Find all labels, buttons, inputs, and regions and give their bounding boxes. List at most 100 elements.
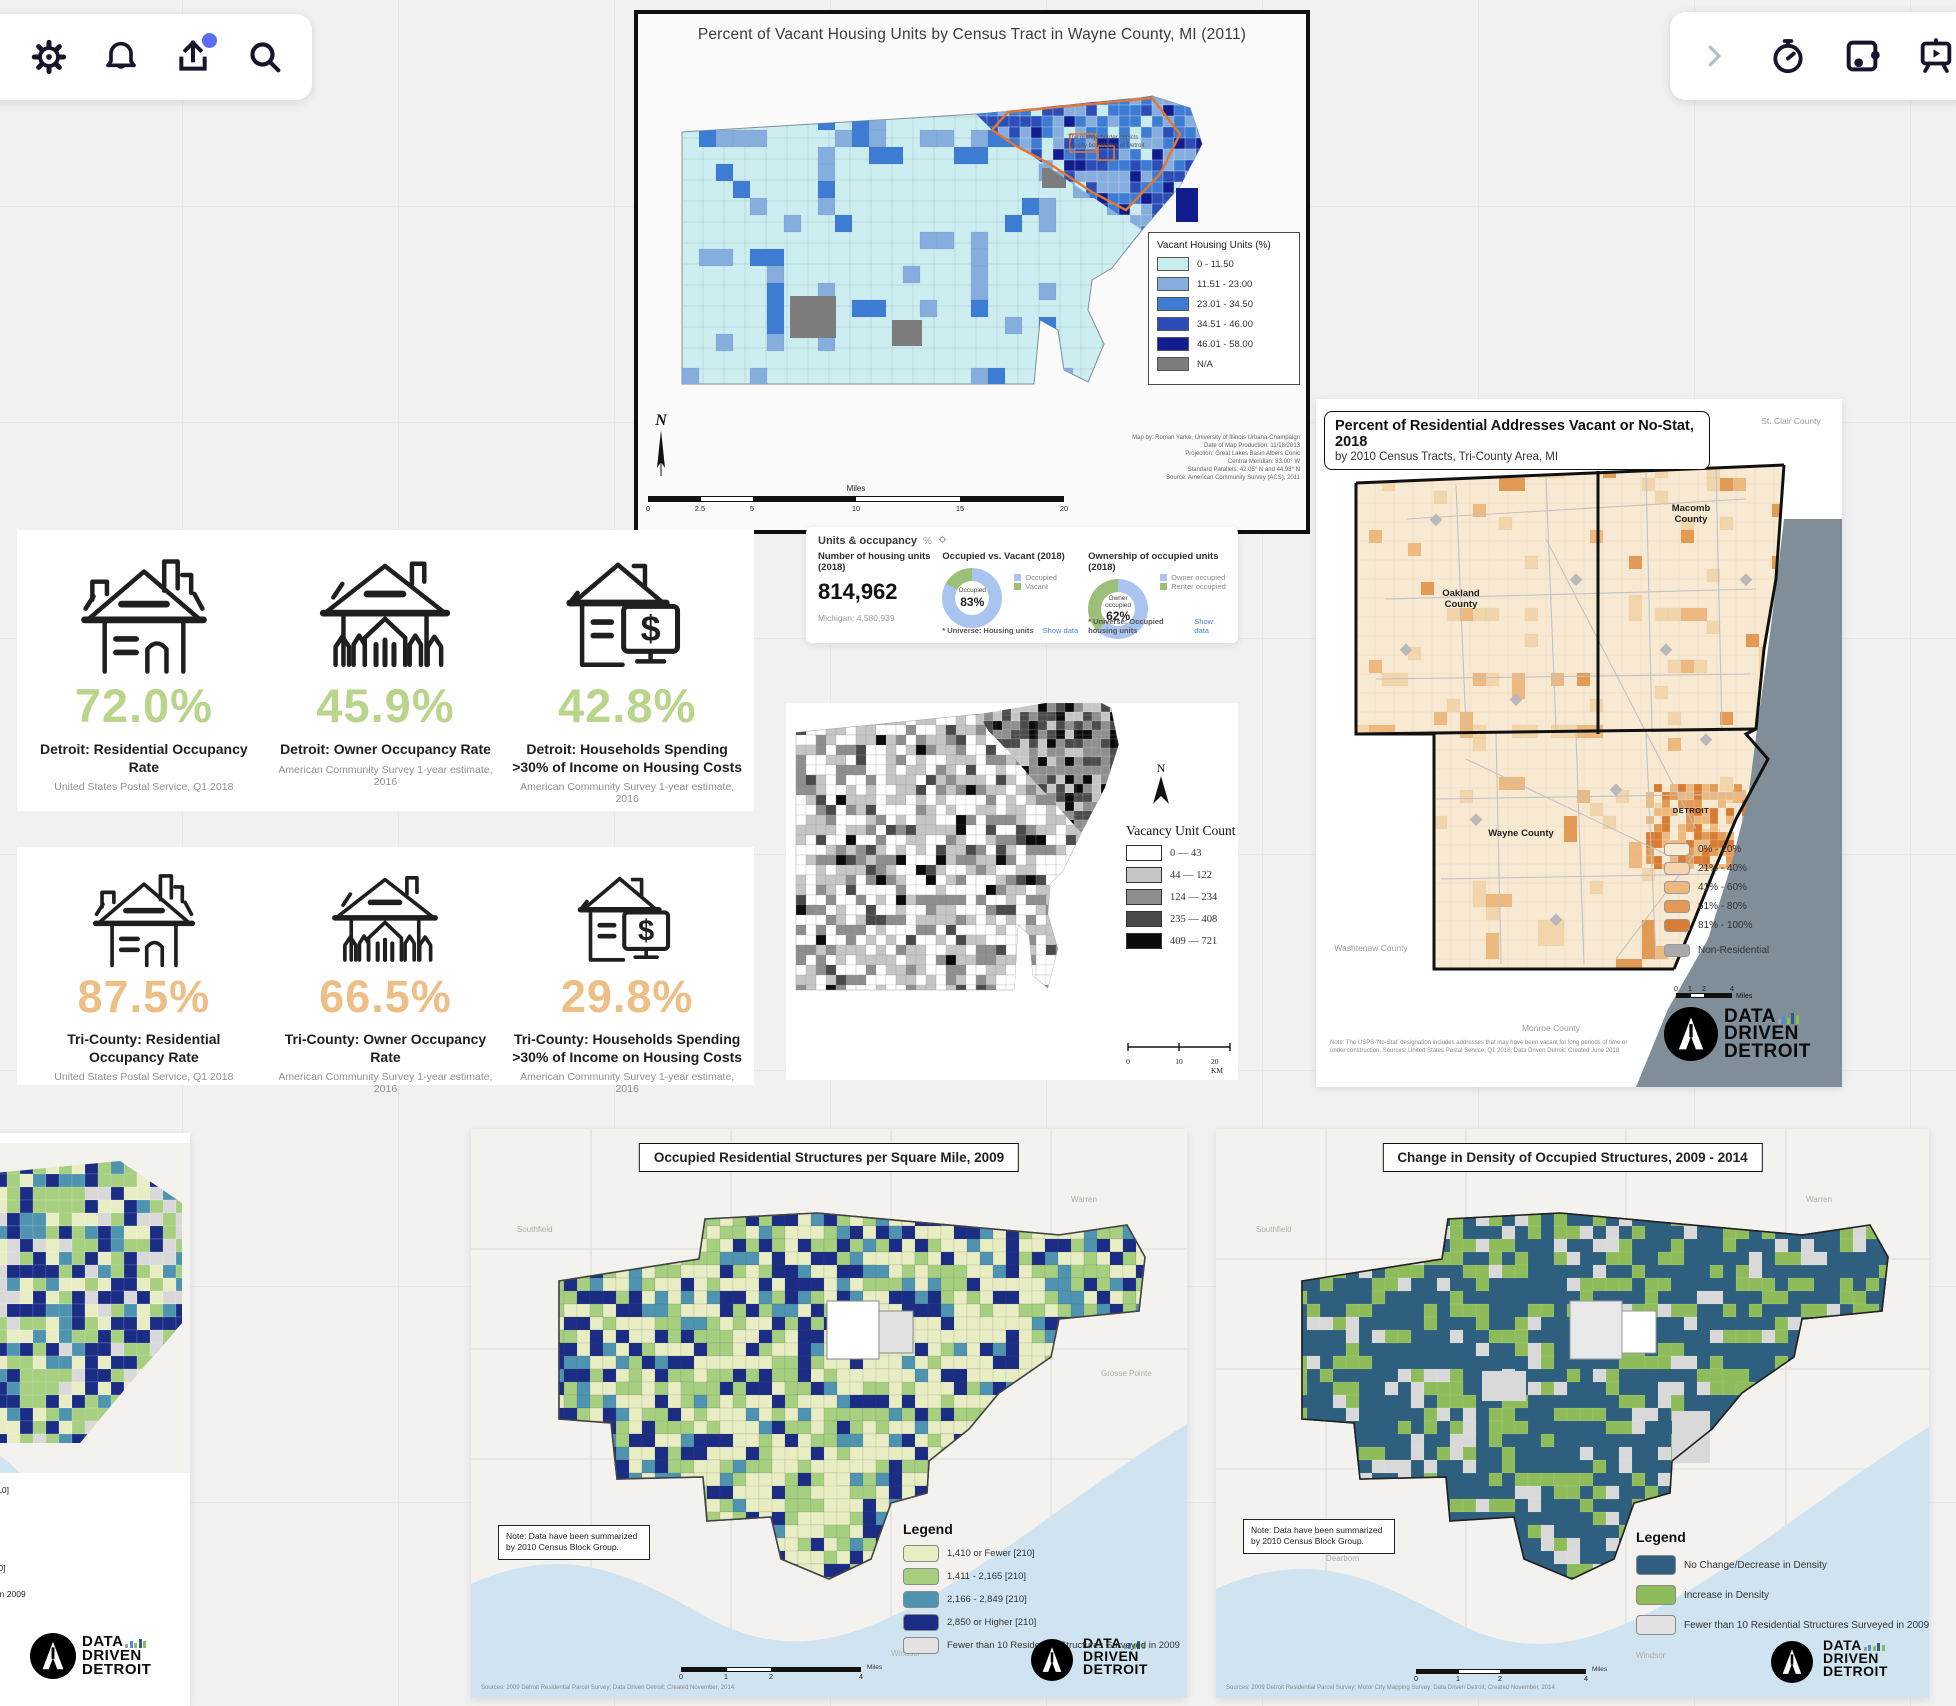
section-heading: Occupied vs. Vacant (2018)	[942, 551, 1065, 562]
legend-label: 44 — 122	[1170, 869, 1212, 881]
stat-card: 29.8% Tri-County: Households Spending >3…	[508, 865, 747, 1095]
ownership-section: Ownership of occupied units (2018) Owner…	[1088, 551, 1226, 639]
stat-value: 45.9%	[316, 679, 455, 732]
occupancy-donut-chart[interactable]: Occupied 83%	[942, 568, 1003, 628]
frames-icon[interactable]	[1840, 34, 1884, 78]
scale-bar: 0 1 2 4 Miles	[1673, 984, 1753, 1000]
legend-label: 41% - 60%	[1698, 882, 1747, 893]
legend-label: 46.01 - 58.00	[1197, 338, 1253, 350]
county-label-stclair: St. Clair County	[1761, 416, 1821, 426]
legend-title: Legend	[1636, 1529, 1686, 1545]
vacancy-unit-count-map[interactable]: N Vacancy Unit Count 0 — 43 44 — 122 124…	[786, 703, 1238, 1080]
legend-swatch	[1157, 317, 1189, 331]
wayne-county-vacancy-map[interactable]: Percent of Vacant Housing Units by Censu…	[634, 10, 1310, 534]
data-driven-detroit-logo: DATA DRIVEN DETROIT	[1823, 1637, 1888, 1679]
legend-swatch	[1126, 933, 1162, 949]
legend-label: 11.51 - 23.00	[1197, 278, 1253, 290]
housing-units-comparison: Michigan: 4,580,939	[818, 613, 895, 623]
stat-card: 45.9% Detroit: Owner Occupancy Rate Amer…	[266, 548, 505, 788]
legend-swatch	[1664, 862, 1690, 875]
vacancy-legend: Vacancy Unit Count 0 — 43 44 — 122 124 —…	[1126, 823, 1235, 955]
context-label: Warren	[1071, 1195, 1097, 1204]
legend-label: 409 — 721	[1170, 935, 1218, 947]
present-easel-icon[interactable]	[1914, 34, 1956, 78]
stat-label: Detroit: Households Spending >30% of Inc…	[512, 741, 743, 775]
structures-per-sqmile-map[interactable]: Southfield Warren Dearborn Windsor Gross…	[471, 1129, 1187, 1698]
legend-swatch	[1157, 337, 1189, 351]
condition-map-partial[interactable]: (Strongest Average Condition) [210] [210…	[0, 1133, 190, 1706]
legend-label: Non-Residential	[1698, 945, 1770, 956]
county-borders	[1354, 463, 1786, 971]
legend-label: 34.51 - 46.00	[1197, 318, 1253, 330]
legend-label-cut: [210]	[0, 1537, 174, 1547]
stat-label: Detroit: Residential Occupancy Rate	[39, 741, 248, 775]
timer-icon[interactable]	[1766, 34, 1810, 78]
tricounty-vacancy-map[interactable]: Percent of Residential Addresses Vacant …	[1316, 399, 1842, 1087]
legend-label: 1,411 - 2,165 [210]	[947, 1571, 1027, 1582]
legend-label: No Change/Decrease in Density	[1684, 1559, 1827, 1571]
legend-swatch	[903, 1545, 939, 1562]
ownership-donut-chart[interactable]: Owner occupied 62%	[1088, 579, 1149, 639]
legend-label: 235 — 408	[1170, 913, 1218, 925]
legend-swatch	[1157, 277, 1189, 291]
d3-circle-logo	[1771, 1641, 1813, 1683]
stat-value: 87.5%	[77, 971, 211, 1022]
legend-label: 0% - 20%	[1698, 844, 1742, 855]
county-label-monroe: Monroe County	[1521, 1023, 1581, 1033]
show-data-link[interactable]: Show data	[1194, 617, 1214, 635]
occupied-vacant-section: Occupied vs. Vacant (2018) Occupied 83% O…	[942, 551, 1080, 635]
house-dollar-icon	[552, 548, 702, 676]
stat-value: 29.8%	[560, 971, 694, 1022]
show-data-link[interactable]: Show data	[1042, 626, 1079, 635]
units-occupancy-widget[interactable]: Units & occupancy % Number of housing un…	[806, 527, 1238, 643]
data-driven-detroit-logo: DATA DRIVEN DETROIT	[1664, 1007, 1811, 1061]
share-upload-icon[interactable]	[171, 33, 217, 79]
county-label-macomb: Macomb County	[1671, 503, 1711, 525]
scale-bar: 0 1 2 4 Miles	[678, 1664, 883, 1681]
data-driven-detroit-logo: DATA DRIVEN DETROIT	[1083, 1635, 1148, 1677]
data-driven-detroit-logo: DATA DRIVEN DETROIT	[30, 1633, 151, 1679]
tricounty-choropleth-map	[1354, 463, 1842, 1087]
stat-label: Tri-County: Residential Occupancy Rate	[67, 1031, 221, 1065]
legend-title: Vacant Housing Units (%)	[1157, 240, 1271, 251]
water-lake-stclair	[1636, 519, 1842, 1087]
house-occupancy-icon	[79, 865, 209, 969]
legend-swatch	[1157, 257, 1189, 271]
link-icon[interactable]: %	[923, 535, 932, 547]
condition-choropleth-fragment	[0, 1143, 190, 1473]
stat-label: Detroit: Owner Occupancy Rate	[280, 741, 491, 757]
widget-title: Units & occupancy	[818, 535, 918, 547]
legend-swatch	[1636, 1615, 1676, 1635]
section-heading: Ownership of occupied units (2018)	[1088, 551, 1219, 573]
detroit-city-boundary	[990, 96, 1182, 212]
collapse-chevron-icon[interactable]	[1692, 34, 1736, 78]
sources-line: Sources: 2009 Detroit Residential Parcel…	[1226, 1685, 1555, 1691]
legend-title: Vacancy Unit Count	[1126, 823, 1236, 838]
settings-gear-icon[interactable]	[27, 35, 71, 79]
density-change-map[interactable]: Southfield Warren Dearborn Windsor Chang…	[1216, 1129, 1929, 1698]
map-note: Note: Data have been summarized by 2010 …	[498, 1525, 650, 1560]
legend-swatch	[1664, 881, 1690, 894]
stat-card: 87.5% Tri-County: Residential Occupancy …	[24, 865, 263, 1083]
stat-label: Tri-County: Owner Occupancy Rate	[284, 1031, 487, 1065]
notifications-bell-icon[interactable]	[99, 35, 143, 79]
legend-swatch	[1664, 900, 1690, 913]
legend-label: 2,850 or Higher [210]	[947, 1617, 1037, 1628]
legend-label: 2,166 - 2,849 [210]	[947, 1594, 1027, 1605]
tricounty-stats-panel[interactable]: 87.5% Tri-County: Residential Occupancy …	[17, 847, 754, 1095]
housing-units-value: 814,962	[818, 579, 898, 604]
legend-label-cut: (Weakest Average Condition) [210]	[0, 1563, 6, 1573]
roads	[1375, 468, 1757, 965]
legend-label: 23.01 - 34.50	[1197, 298, 1253, 310]
widget-gear-icon[interactable]	[938, 535, 947, 547]
housing-units-section: Number of housing units (2018) 814,962 M…	[818, 551, 942, 635]
search-icon[interactable]	[243, 35, 287, 79]
legend-swatch	[1126, 889, 1162, 905]
legend-label: Increase in Density	[1684, 1589, 1770, 1601]
legend-swatch	[903, 1568, 939, 1585]
context-label: Southfield	[1256, 1225, 1292, 1234]
house-occupancy-icon	[69, 548, 219, 676]
legend-swatch	[1126, 867, 1162, 883]
detroit-stats-panel[interactable]: 72.0% Detroit: Residential Occupancy Rat…	[17, 530, 754, 811]
